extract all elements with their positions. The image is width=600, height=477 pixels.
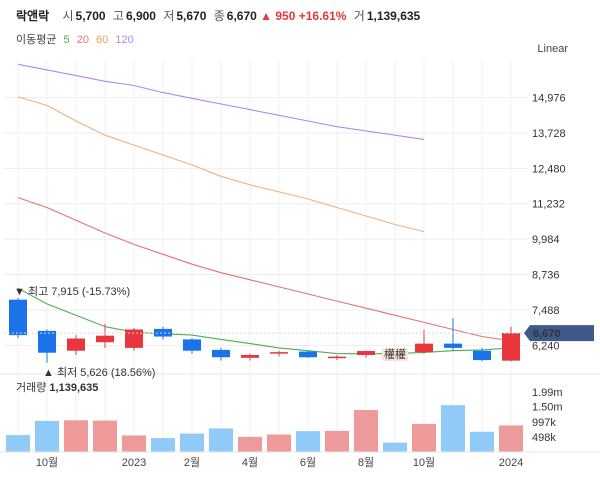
candle-body (444, 343, 462, 348)
volume-bar (470, 431, 494, 452)
volume-tick-label: 1.50m (532, 402, 563, 414)
volume-bar (296, 431, 320, 452)
change-value: ▲ 950 +16.61% (260, 9, 347, 23)
volume-tick-label: 997k (532, 417, 556, 429)
x-tick-label: 2월 (184, 456, 200, 469)
ma5-line (17, 287, 512, 355)
low-value: 5,670 (176, 9, 207, 23)
open-value: 5,700 (75, 9, 106, 23)
ma120-line (17, 63, 425, 140)
stock-name: 락앤락 (16, 9, 50, 23)
volume-bar (122, 435, 146, 452)
candle-body (357, 351, 375, 355)
volume-bar (35, 420, 59, 452)
volume-bar (6, 435, 30, 452)
price-tick-label: 6,240 (532, 340, 560, 352)
scale-toggle-button[interactable]: Linear (537, 43, 568, 55)
candle-body (270, 352, 288, 354)
price-tick-label: 14,976 (532, 93, 566, 105)
volume-tick-label: 1.99m (532, 387, 563, 399)
price-tick-label: 12,480 (532, 163, 566, 175)
volume-bar (441, 405, 465, 452)
close-value: 6,670 (226, 9, 257, 23)
volume-bar (383, 442, 407, 452)
ma-legend-label: 이동평균 (16, 34, 57, 46)
volume-bar (238, 436, 262, 452)
ma60-legend: 60 (96, 34, 109, 46)
open-label: 시 (62, 9, 74, 23)
volume-bar (93, 420, 117, 452)
low-annotation: ▲ 최저 5,626 (18.56%) (43, 366, 155, 379)
price-tick-label: 9,984 (532, 234, 560, 246)
x-tick-label: 8월 (358, 456, 374, 469)
volume-bar (267, 434, 291, 452)
moving-average-legend: 이동평균 5 20 60 120 (16, 31, 134, 47)
candle-body (67, 338, 85, 351)
price-tick-label: 7,488 (532, 305, 560, 317)
quote-header: 락앤락 시 5,700 고 6,900 저 5,670 종 6,670 ▲ 950 +1… (16, 7, 420, 24)
ma60-line (17, 96, 425, 233)
volume-bar (64, 420, 88, 452)
volume-bar (180, 433, 204, 452)
candle-body (183, 339, 201, 351)
price-tick-label: 13,728 (532, 128, 566, 140)
candle-body (502, 333, 520, 361)
x-tick-label: 6월 (300, 456, 316, 469)
candle-body (328, 356, 346, 359)
high-value: 6,900 (125, 9, 156, 23)
volume-bar (209, 428, 233, 452)
x-tick-label: 2023 (122, 457, 146, 469)
price-tick-label: 11,232 (532, 199, 565, 211)
volume-bar (499, 425, 523, 452)
high-annotation: ▼ 최고 7,915 (-15.73%) (14, 285, 130, 298)
x-tick-label: 4월 (242, 456, 258, 469)
ma120-legend: 120 (115, 34, 134, 46)
price-tick-label: 8,736 (532, 270, 560, 282)
candle-body (415, 343, 433, 353)
x-tick-label: 10월 (36, 456, 58, 469)
volume-bar (354, 410, 378, 452)
volume-tick-label: 498k (532, 432, 556, 444)
ma20-line (17, 197, 512, 342)
high-label: 고 (112, 9, 124, 23)
candle-body (125, 329, 143, 348)
current-price-label: 6,670 (533, 328, 561, 340)
event-marker-label: 權權 (384, 348, 406, 361)
x-tick-label: 10월 (413, 456, 435, 469)
current-price-tag (524, 325, 594, 342)
candle-body (154, 328, 172, 337)
candle-body (299, 351, 317, 358)
ma20-legend: 20 (76, 34, 89, 46)
volume-bar (412, 423, 436, 452)
candle-body (96, 335, 114, 343)
volume-label: 거 (353, 9, 365, 23)
candle-body (241, 354, 259, 358)
volume-value: 1,139,635 (366, 9, 421, 23)
volume-bar (325, 430, 349, 452)
event-marker (382, 348, 408, 361)
ma5-legend: 5 (63, 34, 70, 46)
candle-body (473, 350, 491, 361)
volume-bar (151, 438, 175, 452)
close-label: 종 (213, 9, 225, 23)
low-label: 저 (163, 9, 175, 23)
candle-body (38, 330, 56, 353)
candle-body (9, 299, 27, 336)
x-tick-label: 2024 (499, 457, 523, 469)
volume-title: 거래량 1,139,635 (16, 381, 98, 394)
candle-body (212, 349, 230, 358)
